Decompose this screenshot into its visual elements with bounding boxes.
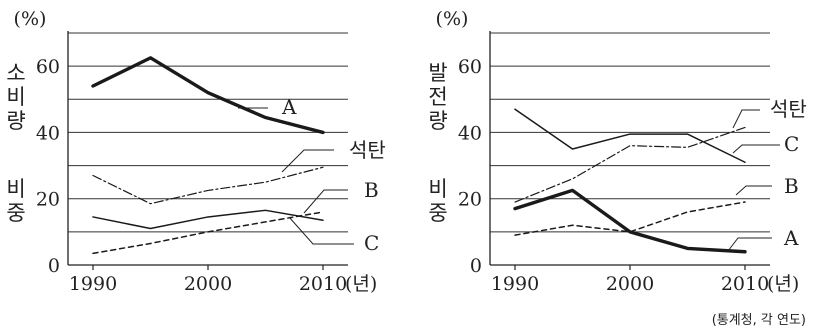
series-callout-line [288,216,354,245]
series-line-4 [513,188,747,254]
series-label: 석탄 [770,97,807,121]
y-tick-label: 60 [36,56,60,78]
x-tick-label: 1990 [69,273,117,295]
series-label: C [364,231,379,255]
x-tick-label: 1990 [491,273,539,295]
x-tick-label: 2000 [606,273,654,295]
series-label: 석탄 [349,138,386,162]
series-callout-line [732,109,760,129]
series-callout-line [303,189,348,214]
gridlines [68,32,348,233]
series-callout-line [727,237,772,252]
y-unit-label: (%) [436,8,469,30]
y-tick-label: 20 [36,189,60,211]
series-line-4 [92,209,324,230]
panel-right: 0 20 40 60 1990 2000 2010(년) (%) 발 전 량 비 중 석탄 CB A [428,8,806,295]
series-label: A [783,226,799,250]
y-tick-label: 40 [36,122,60,144]
y-tick-label: 0 [48,255,60,277]
series-callout-line [732,144,780,154]
series-callout-line [735,185,772,196]
x-unit-label: (년) [345,273,377,295]
series-label: C [784,132,799,156]
panel-left: 0 20 40 60 1990 2000 2010(년) (%) 소 비 량 비 중 A 석탄 B C [6,8,385,295]
x-tick-label: 2000 [184,273,232,295]
series-line-1 [91,56,325,135]
x-tick-label: 2010 [299,273,347,295]
y-tick-label: 0 [470,255,482,277]
y-unit-label: (%) [14,8,47,30]
series-line-2 [514,108,746,164]
series-callout-line [281,149,334,173]
series-label: B [784,174,799,198]
source-note: (통계청, 각 연도) [712,313,806,328]
series-line-1 [514,126,746,203]
x-unit-label: (년) [767,273,799,295]
y-tick-label: 40 [458,122,482,144]
series-label: B [364,178,379,202]
y-tick-label: 60 [458,56,482,78]
x-tick-label: 2010 [721,273,769,295]
series-label: A [281,95,297,119]
series-line-3 [92,211,324,255]
y-tick-label: 20 [458,189,482,211]
series-line-3 [514,201,746,236]
series-line-2 [92,166,324,205]
